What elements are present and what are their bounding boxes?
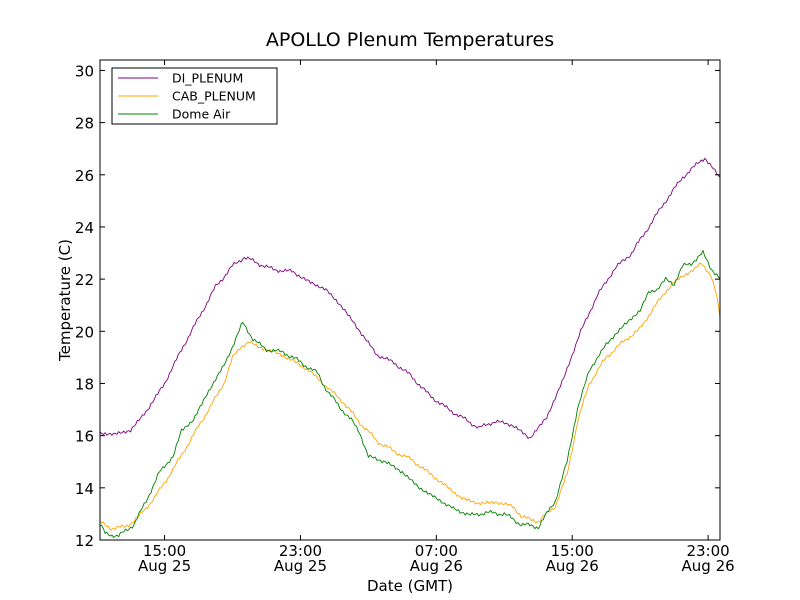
legend-label: DI_PLENUM: [172, 71, 243, 86]
x-tick-label-date: Aug 26: [546, 557, 599, 575]
series-line-dome-air: [100, 250, 720, 538]
y-tick-label: 14: [75, 480, 94, 498]
x-tick-label-date: Aug 26: [410, 557, 463, 575]
x-tick-label-date: Aug 26: [682, 557, 735, 575]
y-tick-label: 18: [75, 375, 94, 393]
y-axis: 12 14 16 18 20 22 24 26 28 30: [75, 62, 720, 550]
y-tick-label: 24: [75, 219, 94, 237]
x-axis-label: Date (GMT): [367, 577, 453, 595]
y-tick-label: 30: [75, 62, 94, 80]
y-tick-label: 22: [75, 271, 94, 289]
chart-title: APOLLO Plenum Temperatures: [266, 29, 554, 51]
plot-frame: [99, 59, 721, 541]
plot-area: [100, 60, 720, 540]
x-tick-label-time: 15:00: [551, 542, 594, 560]
x-tick-label-date: Aug 25: [138, 557, 191, 575]
x-tick-label-time: 15:00: [143, 542, 186, 560]
y-tick-label: 12: [75, 532, 94, 550]
series-layer: [100, 157, 720, 538]
series-line-di-plenum: [100, 157, 720, 439]
x-tick-label-time: 23:00: [279, 542, 322, 560]
y-tick-label: 16: [75, 428, 94, 446]
x-tick-label-time: 23:00: [686, 542, 729, 560]
legend: DI_PLENUM CAB_PLENUM Dome Air: [111, 67, 278, 125]
y-tick-label: 28: [75, 115, 94, 133]
x-tick-label-time: 07:00: [415, 542, 458, 560]
legend-label: Dome Air: [172, 107, 231, 122]
series-line-cab-plenum: [100, 262, 720, 531]
legend-label: CAB_PLENUM: [172, 89, 256, 104]
y-tick-label: 26: [75, 167, 94, 185]
x-tick-label-date: Aug 25: [274, 557, 327, 575]
y-axis-label: Temperature (C): [56, 239, 74, 362]
y-tick-label: 20: [75, 323, 94, 341]
